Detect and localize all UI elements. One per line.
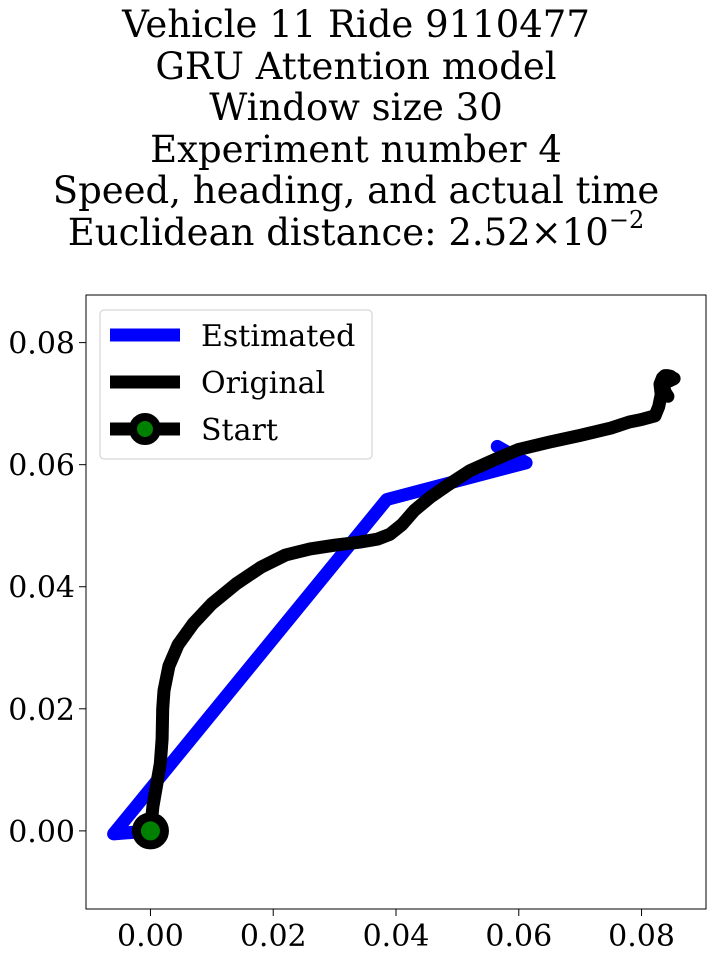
- x-tick-label: 0.00: [117, 919, 184, 954]
- y-tick-label: 0.02: [8, 693, 75, 728]
- axes-frame: [85, 294, 707, 910]
- y-tick-label: 0.08: [8, 327, 75, 362]
- y-tick-label: 0.00: [8, 815, 75, 850]
- title-line-2: GRU Attention model: [155, 44, 557, 88]
- y-axis-ticks: 0.00 0.02 0.04 0.06 0.08: [8, 327, 86, 850]
- legend-box: [99, 309, 373, 460]
- title-line-1: Vehicle 11 Ride 9110477: [122, 3, 590, 46]
- legend-label-original: Original: [201, 366, 325, 401]
- chart-title: Vehicle 11 Ride 9110477 GRU Attention mo…: [0, 4, 712, 253]
- legend-label-start: Start: [201, 413, 278, 448]
- distance-exponent: −2: [608, 206, 645, 235]
- title-line-4: Experiment number 4: [150, 127, 562, 171]
- y-tick-label: 0.04: [8, 571, 75, 606]
- title-line-5: Speed, heading, and actual time: [52, 169, 660, 212]
- x-tick-label: 0.02: [240, 919, 307, 954]
- distance-prefix: Euclidean distance: 2.52: [67, 210, 531, 254]
- legend-label-estimated: Estimated: [201, 319, 355, 354]
- x-tick-label: 0.06: [485, 919, 552, 954]
- distance-times: ×: [530, 210, 562, 254]
- title-line-distance: Euclidean distance: 2.52×10−2: [0, 208, 712, 254]
- x-tick-label: 0.04: [363, 919, 430, 954]
- start-marker: [131, 812, 169, 850]
- series-line-original: [144, 369, 681, 838]
- x-tick-label: 0.08: [608, 919, 675, 954]
- distance-base: 10: [561, 210, 609, 254]
- x-axis-ticks: 0.00 0.02 0.04 0.06 0.08: [117, 909, 675, 954]
- plot-area: [107, 369, 681, 850]
- y-tick-label: 0.06: [8, 449, 75, 484]
- title-line-3: Window size 30: [209, 86, 503, 129]
- legend-start-marker: [129, 413, 161, 445]
- legend: Estimated Original Start: [99, 309, 373, 460]
